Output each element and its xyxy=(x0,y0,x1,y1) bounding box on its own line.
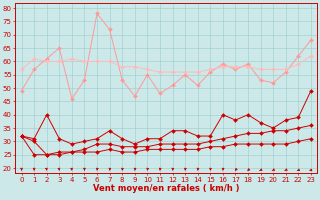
X-axis label: Vent moyen/en rafales ( km/h ): Vent moyen/en rafales ( km/h ) xyxy=(93,184,239,193)
